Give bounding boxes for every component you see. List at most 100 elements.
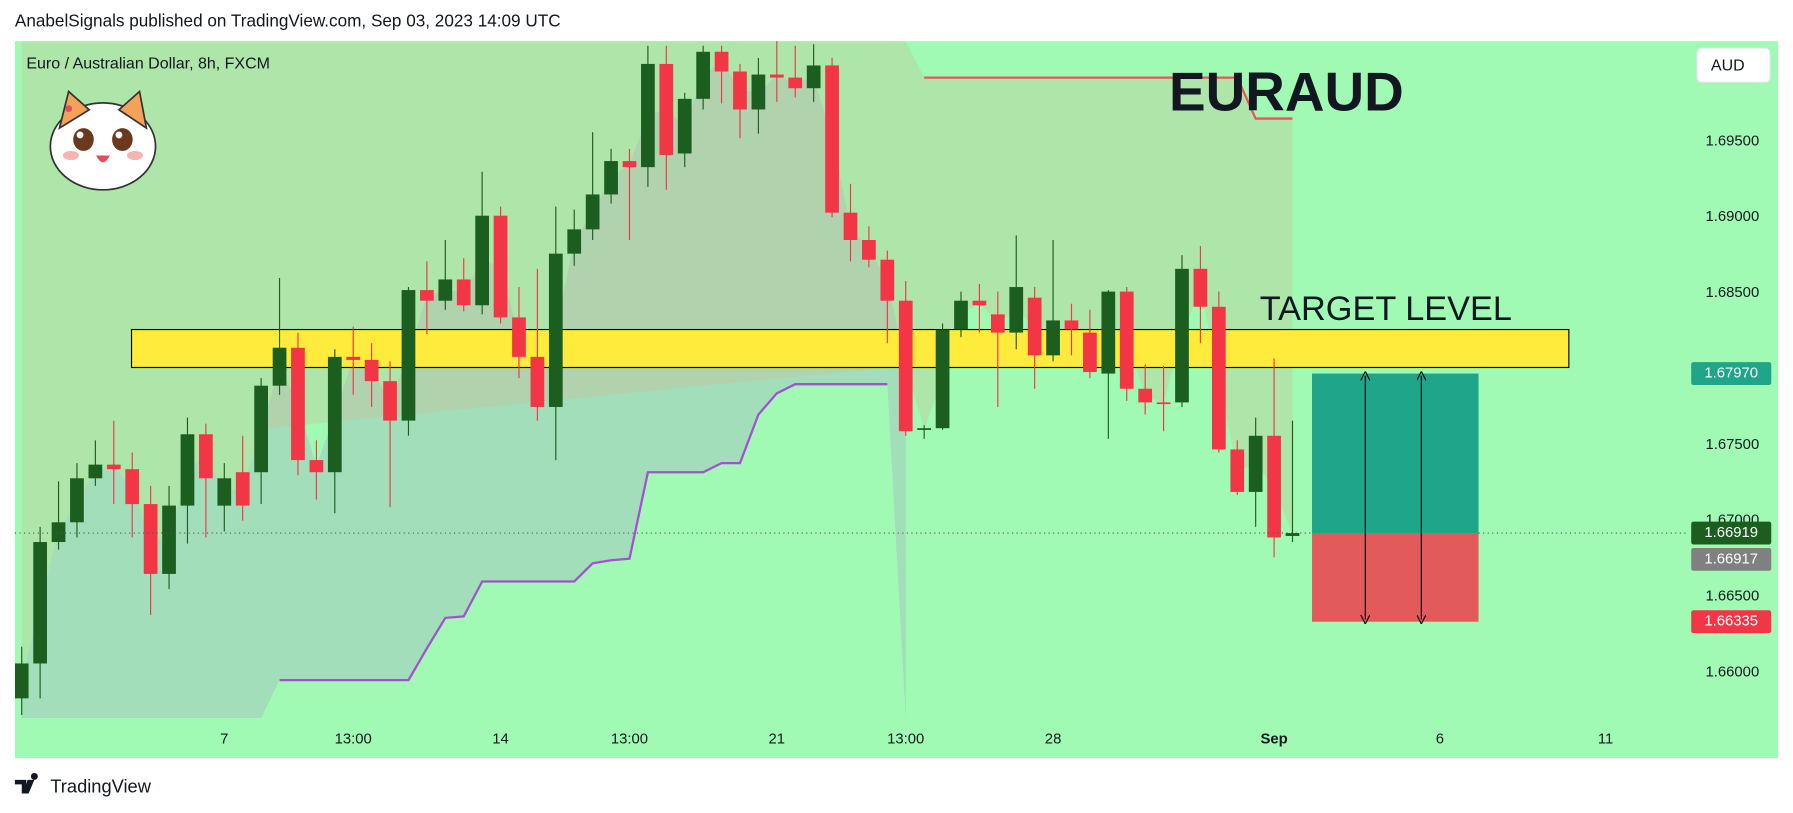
candle-body	[1083, 332, 1097, 373]
x-tick-label: 14	[492, 732, 509, 748]
overlay: TARGET LEVEL1.660001.665001.670001.67500…	[14, 133, 1772, 748]
candle-body	[714, 51, 729, 72]
chart-background	[14, 41, 1779, 759]
candle-body	[364, 359, 379, 382]
x-tick-label: 7	[220, 732, 228, 748]
supertrend-line	[924, 76, 1293, 120]
candle-body	[88, 464, 103, 479]
y-tick-label: 1.69000	[1706, 209, 1760, 225]
currency-label[interactable]: AUD	[1711, 58, 1745, 75]
annotation: EURAUD	[1169, 61, 1404, 123]
candle-body	[125, 469, 140, 505]
currency-button[interactable]	[1696, 47, 1771, 83]
target-box	[1312, 373, 1479, 534]
uptrend-fill	[21, 61, 906, 719]
candle-body	[954, 300, 968, 330]
supertrend-line	[279, 383, 888, 682]
candle-body	[309, 460, 324, 473]
candle-body	[677, 98, 692, 154]
x-tick-label: 21	[769, 732, 786, 748]
candle-body	[1138, 388, 1153, 403]
candle-body	[456, 279, 471, 306]
candle-body	[143, 504, 158, 574]
candle-body	[1156, 402, 1171, 405]
candle-body	[917, 428, 932, 430]
header: AnabelSignals published on TradingView.c…	[15, 10, 561, 30]
last-price-label: 1.66919	[1704, 525, 1758, 541]
y-tick-label: 1.67500	[1706, 437, 1760, 453]
candle-body	[530, 356, 545, 407]
candle-body	[751, 74, 766, 110]
candle-body	[1267, 435, 1281, 538]
candle-body	[199, 434, 213, 479]
target-zone	[130, 328, 1570, 369]
candle-body	[862, 239, 876, 260]
candle-body	[512, 317, 526, 357]
candle-body	[1211, 306, 1226, 450]
candle-body	[788, 77, 803, 89]
candle-body	[254, 385, 268, 473]
candle-body	[51, 522, 66, 543]
plot-area	[14, 41, 1570, 719]
candle-body	[843, 212, 858, 240]
candle-body	[1101, 291, 1116, 374]
candle-body	[217, 478, 232, 506]
candle-body	[346, 356, 361, 360]
candle-body	[14, 663, 29, 699]
stop-label: 1.66335	[1704, 614, 1758, 630]
candle-body	[162, 505, 176, 574]
candle-body	[1009, 287, 1024, 333]
candle-body	[990, 314, 1005, 333]
candle-body	[1119, 291, 1134, 389]
candle-body	[1248, 435, 1263, 492]
stop-box	[1312, 533, 1479, 622]
candle-body	[1193, 268, 1208, 307]
y-tick-label: 1.66500	[1706, 589, 1760, 605]
x-tick-label: 28	[1045, 732, 1062, 748]
candle-body	[401, 290, 416, 421]
target-label: 1.67970	[1704, 365, 1758, 381]
y-tick-label: 1.68500	[1706, 285, 1760, 301]
candle-body	[659, 63, 674, 155]
candle-body	[806, 65, 821, 89]
x-tick-label: Sep	[1260, 732, 1287, 748]
footer-brand: TradingView	[50, 776, 151, 797]
candle-body	[604, 161, 618, 195]
candle-body	[733, 71, 747, 110]
candle-body	[622, 161, 637, 168]
candle-body	[898, 300, 913, 432]
candle-body	[1046, 320, 1060, 356]
candle-body	[641, 63, 655, 168]
last-price-badge	[1691, 521, 1772, 545]
x-tick-label: 13:00	[611, 732, 648, 748]
candle-body	[1027, 297, 1042, 356]
candle-body	[180, 434, 195, 506]
candle-body	[1175, 268, 1189, 403]
candle-body	[235, 472, 250, 506]
candle-body	[769, 74, 784, 78]
x-tick-label: 6	[1436, 732, 1444, 748]
candle-body	[493, 215, 508, 318]
target-badge	[1691, 362, 1772, 385]
candle-body	[70, 478, 84, 523]
candle-body	[383, 381, 397, 421]
candle-body	[1064, 320, 1079, 330]
stop-badge	[1691, 610, 1772, 634]
candle-body	[825, 65, 839, 213]
candle-body	[475, 215, 490, 306]
candle-body	[880, 259, 895, 301]
candle-body	[548, 253, 563, 407]
candle-body	[106, 464, 121, 470]
brand: TradingView	[14, 772, 152, 797]
candle-body	[420, 290, 434, 301]
avatar	[49, 89, 157, 191]
symbol-title: Euro / Australian Dollar, 8h, FXCM	[26, 55, 270, 72]
candle-body	[696, 51, 711, 99]
entry-badge	[1691, 547, 1772, 571]
candle-body	[272, 347, 287, 386]
candle-body	[1230, 449, 1245, 492]
candle-body	[33, 542, 47, 664]
x-tick-label: 13:00	[887, 732, 924, 748]
x-tick-label: 11	[1598, 732, 1613, 748]
